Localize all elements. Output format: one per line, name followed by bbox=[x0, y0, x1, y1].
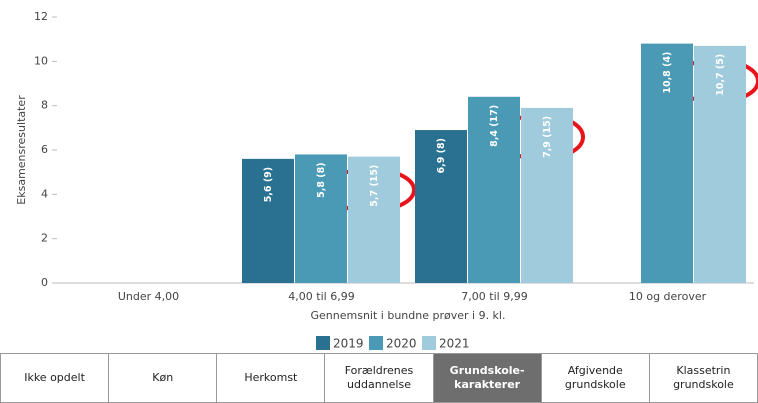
bar bbox=[641, 43, 693, 283]
data-label: 10,8 (4) bbox=[662, 52, 673, 94]
x-tick-label: Under 4,00 bbox=[118, 290, 179, 303]
data-label: 8,4 (17) bbox=[489, 105, 500, 147]
tab[interactable]: Herkomst bbox=[216, 353, 325, 403]
tab[interactable]: Grundskole- karakterer bbox=[432, 353, 541, 403]
data-label: 10,7 (5) bbox=[715, 54, 726, 96]
y-tick-label: 6 bbox=[41, 143, 48, 156]
x-axis-label: Gennemsnit i bundne prøver i 9. kl. bbox=[311, 309, 506, 322]
legend-swatch bbox=[316, 336, 330, 350]
bar bbox=[295, 154, 347, 283]
legend-swatch bbox=[422, 336, 436, 350]
y-tick-label: 10 bbox=[34, 54, 48, 67]
bar bbox=[415, 130, 467, 283]
bar bbox=[242, 158, 294, 283]
bar bbox=[521, 107, 573, 283]
bar bbox=[348, 156, 400, 283]
y-tick-label: 2 bbox=[41, 232, 48, 245]
x-tick-label: 10 og derover bbox=[629, 290, 707, 303]
tab[interactable]: Afgivende grundskole bbox=[540, 353, 649, 403]
chart: Eksamensresultater Gennemsnit i bundne p… bbox=[15, 10, 758, 351]
y-tick-label: 4 bbox=[41, 187, 48, 200]
data-label: 7,9 (15) bbox=[542, 116, 553, 158]
y-tick-label: 12 bbox=[34, 10, 48, 23]
tab[interactable]: Forældrenes uddannelse bbox=[324, 353, 433, 403]
legend-label: 2020 bbox=[386, 337, 417, 351]
data-label: 5,8 (8) bbox=[316, 162, 327, 197]
tab-bar: Ikke opdelt Køn Herkomst Forældrenes uddann… bbox=[0, 353, 758, 403]
legend-swatch bbox=[369, 336, 383, 350]
x-tick-label: 4,00 til 6,99 bbox=[288, 290, 354, 303]
y-tick-label: 8 bbox=[41, 99, 48, 112]
y-axis-label: Eksamensresultater bbox=[15, 95, 28, 205]
y-tick-label: 0 bbox=[41, 276, 48, 289]
x-tick-label: 7,00 til 9,99 bbox=[461, 290, 527, 303]
tab[interactable]: Køn bbox=[108, 353, 217, 403]
data-label: 6,9 (8) bbox=[436, 138, 447, 173]
legend-label: 2021 bbox=[439, 337, 470, 351]
bar bbox=[694, 45, 746, 283]
data-label: 5,7 (15) bbox=[369, 165, 380, 207]
legend-label: 2019 bbox=[333, 337, 364, 351]
tab[interactable]: Klassetrin grundskole bbox=[648, 353, 758, 403]
data-label: 5,6 (9) bbox=[263, 167, 274, 202]
tab[interactable]: Ikke opdelt bbox=[0, 353, 109, 403]
bar bbox=[468, 96, 520, 283]
